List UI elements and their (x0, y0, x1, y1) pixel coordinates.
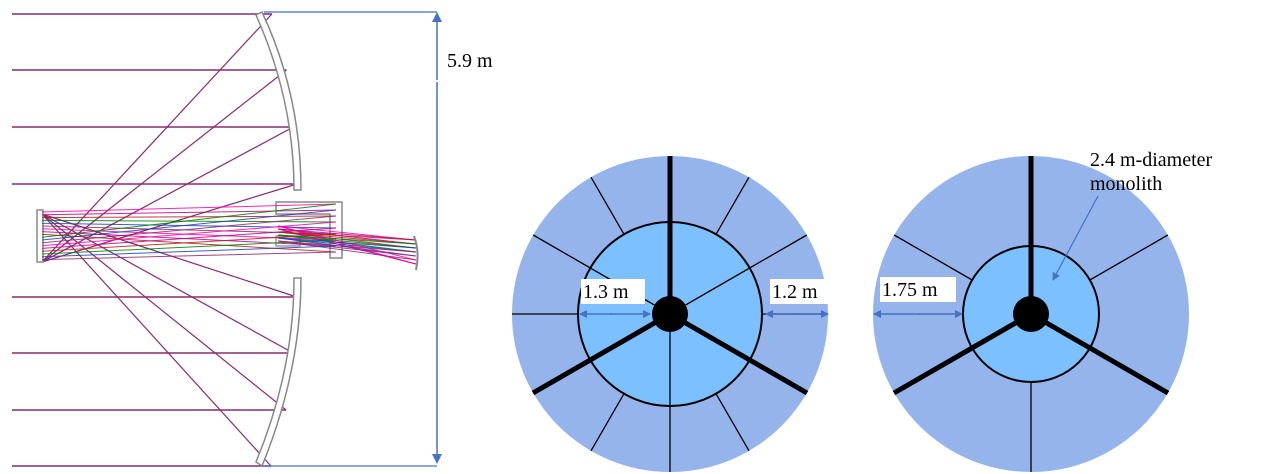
fan-ray (277, 237, 417, 249)
fan-ray (41, 203, 337, 213)
optical-layout: 5.9 m (12, 10, 493, 468)
segment-line (715, 176, 750, 235)
monolith-label: 2.4 m-diameter monolith (1090, 149, 1217, 195)
segment-line (532, 234, 591, 269)
central-hub (652, 296, 688, 332)
segment-line (685, 267, 750, 306)
fan-ray (41, 215, 337, 219)
monolith-label-line1: 2.4 m-diameter (1090, 149, 1213, 171)
fan-ray (41, 219, 337, 223)
reflected-ray (41, 126, 294, 263)
fan-ray (41, 221, 337, 247)
label-bg (770, 279, 832, 304)
label-bg (581, 279, 645, 304)
fan-ray (41, 209, 337, 241)
reflected-ray (41, 213, 272, 467)
spider-arm (668, 311, 809, 396)
ring-width-label: 1.75 m (882, 279, 938, 301)
reflected-ray (41, 213, 287, 411)
fan-ray (41, 231, 337, 247)
label-bg (880, 277, 956, 302)
fan-ray (41, 209, 337, 216)
fan-ray (41, 215, 337, 244)
monolith-pointer (1052, 195, 1099, 281)
detector (413, 235, 419, 271)
segment-line (590, 176, 625, 235)
fan-ray (277, 240, 417, 253)
segment-line (590, 393, 625, 452)
central-hub (1013, 296, 1049, 332)
fan-ray (41, 228, 337, 241)
spider-arm (531, 311, 672, 396)
dimension-label: 5.9 m (447, 50, 493, 72)
segmented-aperture: 1.3 m 1.2 m (512, 156, 832, 472)
primary-mirror-lower (255, 277, 302, 468)
segment-boundaries (893, 234, 1169, 472)
fan-ray (41, 251, 337, 261)
reflected-ray (41, 213, 298, 298)
fan-ray (277, 231, 417, 241)
fan-ray (277, 234, 417, 245)
spider-arm (1029, 311, 1170, 396)
monolith-aperture: 1.75 m 2.4 m-diameter monolith (873, 149, 1217, 472)
ring-width-label: 1.2 m (772, 281, 818, 303)
fan-ray (41, 233, 337, 253)
spider-arm (892, 311, 1033, 396)
monolith-label-line2: monolith (1090, 173, 1162, 195)
segment-line (893, 234, 973, 281)
inner-radius-label: 1.3 m (583, 281, 629, 303)
fan-ray (41, 239, 337, 255)
fan-ray (41, 233, 337, 252)
segment-line (1089, 234, 1169, 281)
incoming-rays (12, 13, 298, 467)
beam-fan (41, 203, 417, 265)
fan-ray (277, 240, 417, 257)
fan-ray (41, 245, 337, 258)
fan-ray (41, 203, 337, 238)
segment-line (749, 234, 808, 269)
primary-mirror-upper (255, 10, 302, 191)
fan-ray (41, 222, 337, 229)
segment-line (715, 393, 750, 452)
secondary-mirror (36, 209, 44, 263)
